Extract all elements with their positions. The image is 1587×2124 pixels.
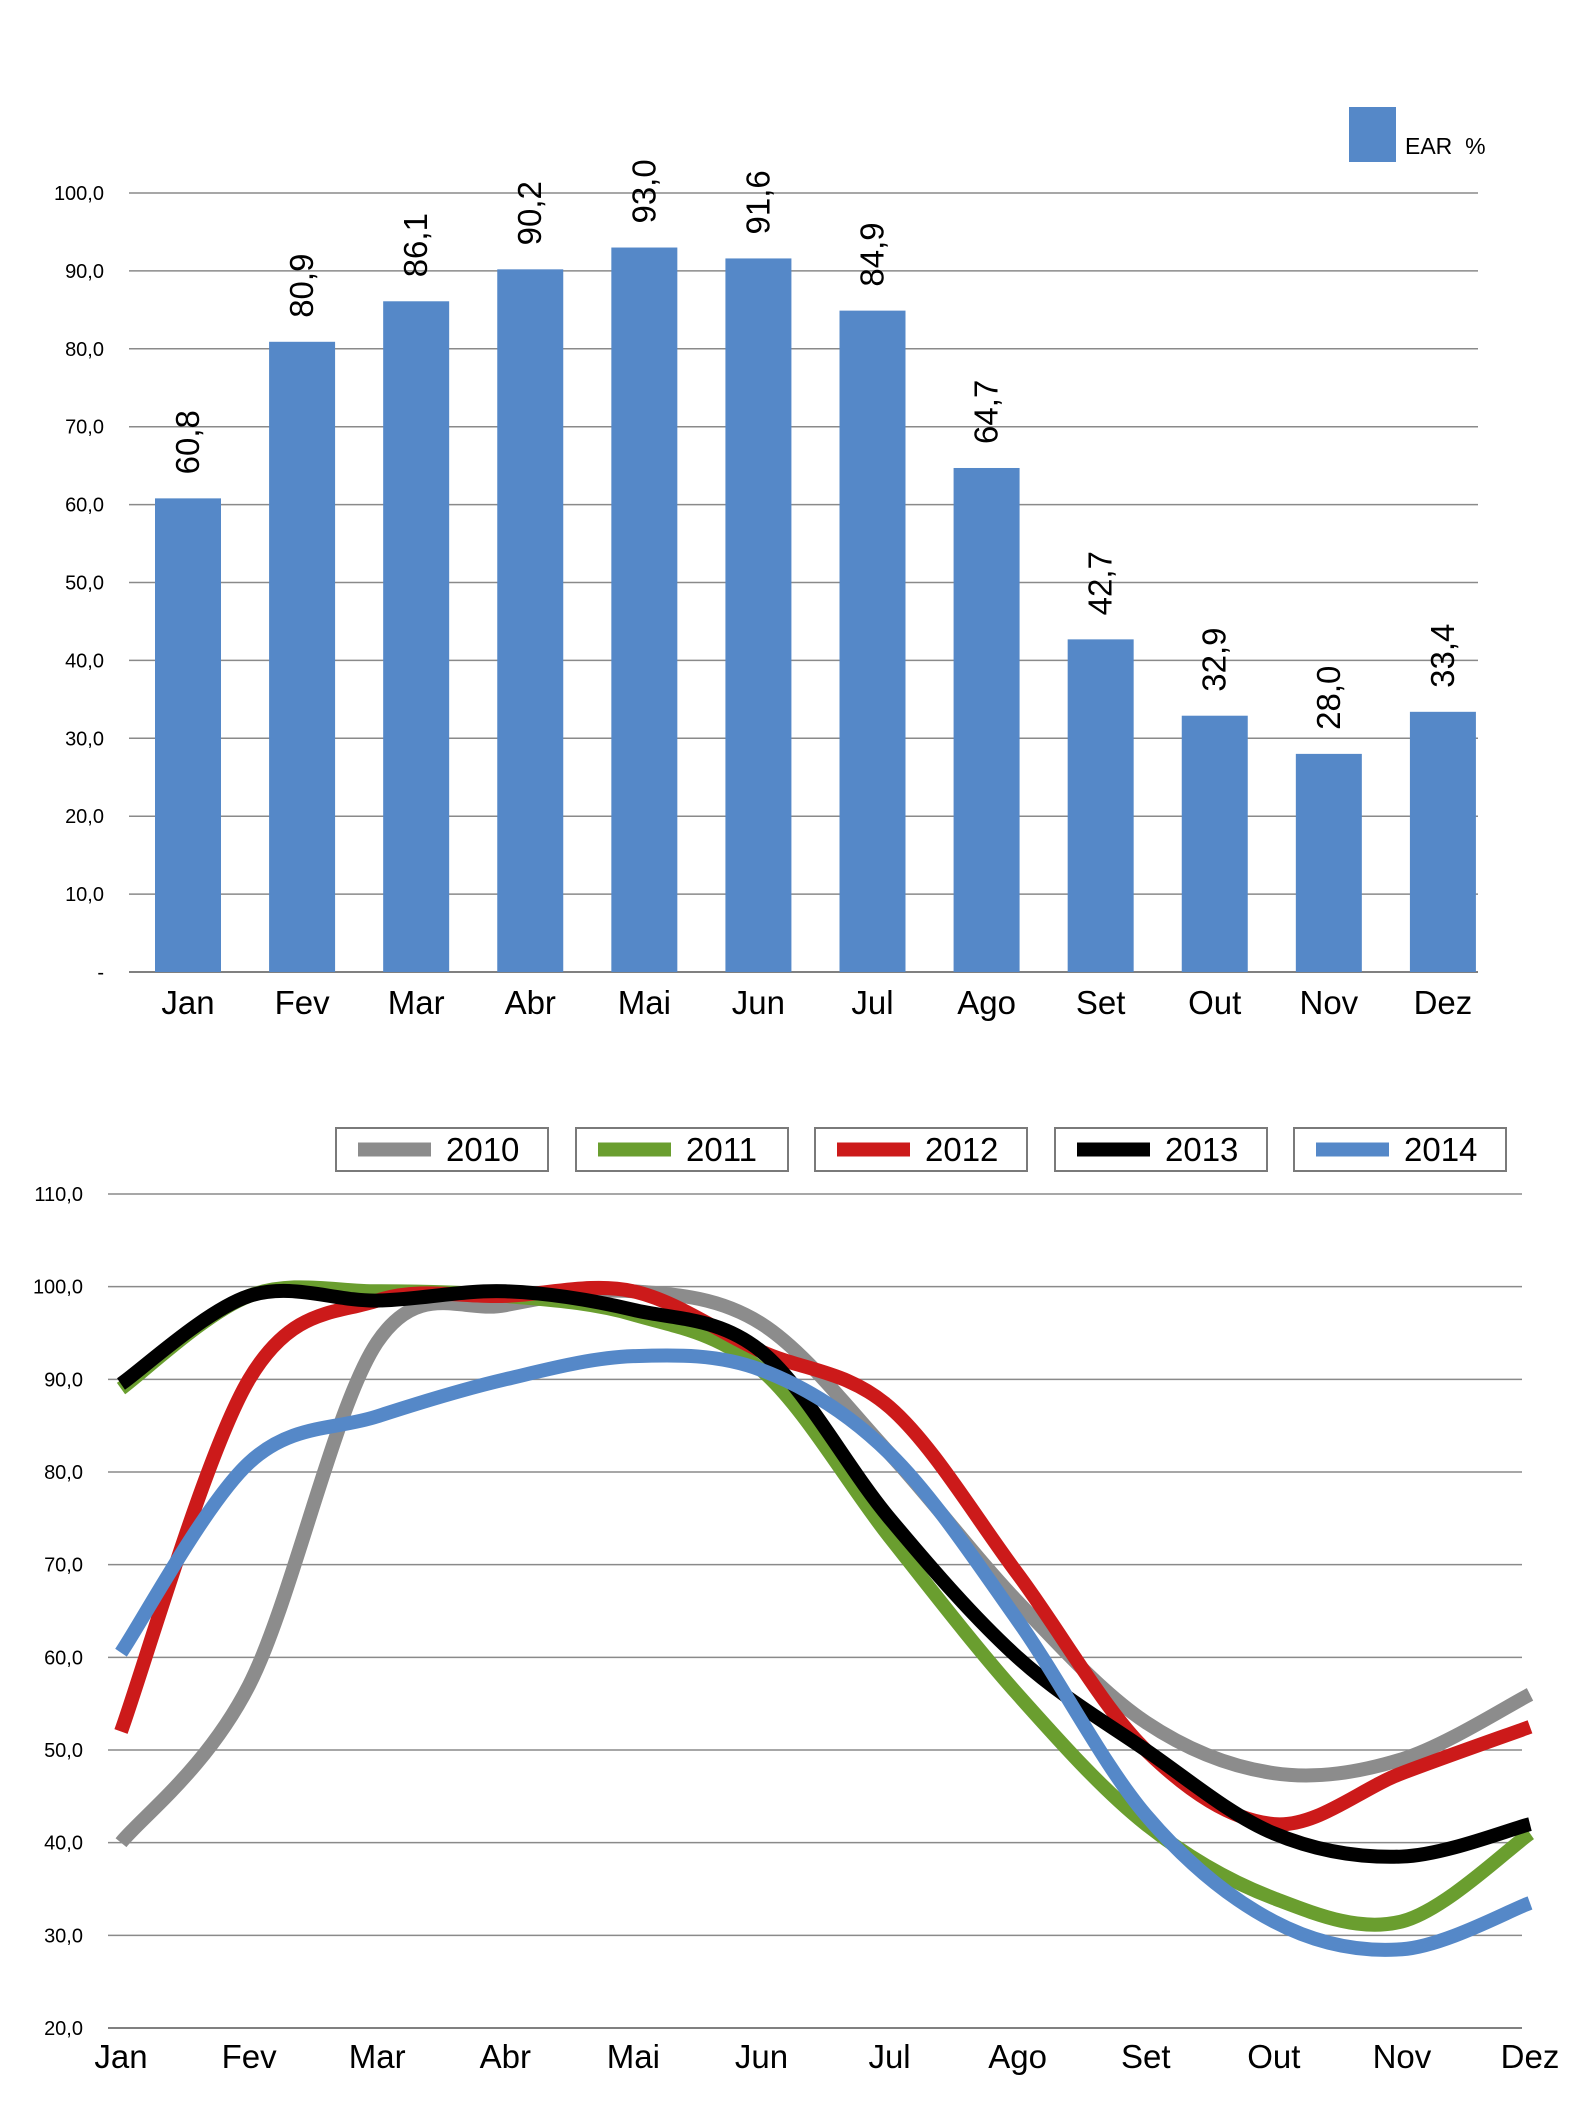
y-tick-label: 30,0 <box>44 1925 83 1947</box>
x-tick-label: Set <box>1076 984 1126 1021</box>
x-tick-label: Abr <box>505 984 556 1021</box>
y-tick-label: 60,0 <box>65 495 104 517</box>
x-tick-label: Jun <box>732 984 785 1021</box>
x-tick-label: Dez <box>1414 984 1473 1021</box>
data-label: 33,4 <box>1424 624 1461 688</box>
y-tick-label: 100,0 <box>33 1277 83 1299</box>
data-label: 28,0 <box>1310 666 1347 730</box>
x-tick-label: Mar <box>349 2038 406 2075</box>
bar-chart-x-ticks: Jan Fev Mar Abr Mai Jun Jul Ago Set Out Nov Dez <box>161 984 1472 1021</box>
x-tick-label: Nov <box>1373 2038 1432 2075</box>
y-tick-label: 40,0 <box>65 650 104 672</box>
series-line-2014 <box>115 1348 1533 1957</box>
x-tick-label: Mai <box>607 2038 660 2075</box>
line-chart-series <box>114 1280 1535 1957</box>
data-label: 32,9 <box>1196 627 1233 691</box>
y-tick-label: 10,0 <box>65 884 104 906</box>
legend-item-2011: 2011 <box>575 1127 789 1172</box>
x-tick-label: Ago <box>957 984 1016 1021</box>
legend-label-ear: EAR % <box>1405 133 1486 159</box>
bar <box>1181 715 1248 972</box>
bar-chart-data-labels: 60,8 80,9 86,1 90,2 93,0 91,6 84,9 64,7 42,7 32,9… <box>169 159 1461 730</box>
line-chart-legend: 2010 2011 2012 2013 2014 <box>335 1127 1507 1172</box>
y-tick-label: 70,0 <box>44 1555 83 1577</box>
bar <box>269 341 336 972</box>
x-tick-label: Set <box>1121 2038 1171 2075</box>
x-tick-label: Fev <box>275 984 331 1021</box>
x-tick-label: Out <box>1247 2038 1300 2075</box>
data-label: 91,6 <box>739 170 776 234</box>
y-tick-label: 30,0 <box>65 728 104 750</box>
x-tick-label: Nov <box>1299 984 1358 1021</box>
line-chart-x-ticks: Jan Fev Mar Abr Mai Jun Jul Ago Set Out Nov Dez <box>94 2038 1559 2075</box>
y-tick-label: 50,0 <box>65 573 104 595</box>
bar <box>611 247 678 972</box>
legend-item-2014: 2014 <box>1293 1127 1507 1172</box>
data-label: 86,1 <box>397 213 434 277</box>
x-tick-label: Mai <box>618 984 671 1021</box>
legend-item-2012: 2012 <box>814 1127 1028 1172</box>
data-label: 80,9 <box>283 254 320 318</box>
legend-label: 2012 <box>925 1131 998 1168</box>
legend-box <box>814 1127 1028 1172</box>
series-line-2010 <box>115 1283 1534 1848</box>
legend-label: 2010 <box>446 1131 519 1168</box>
x-tick-label: Dez <box>1501 2038 1560 2075</box>
y-tick-label: 110,0 <box>34 1184 83 1206</box>
data-label: 60,8 <box>169 410 206 474</box>
bar <box>839 310 906 972</box>
y-tick-label: 20,0 <box>44 2018 83 2040</box>
x-tick-label: Jan <box>161 984 214 1021</box>
bar-chart-legend: EAR % <box>1349 107 1486 162</box>
series-line-2012 <box>114 1280 1533 1832</box>
bar <box>1409 711 1476 972</box>
y-tick-label: 40,0 <box>44 1833 83 1855</box>
y-tick-label: 90,0 <box>44 1369 83 1391</box>
y-tick-label: - <box>97 962 104 984</box>
y-tick-label: 80,0 <box>65 339 104 361</box>
data-label: 84,9 <box>854 222 891 286</box>
data-label: 93,0 <box>625 159 662 223</box>
data-label: 42,7 <box>1082 551 1119 615</box>
data-label: 90,2 <box>511 181 548 245</box>
bar <box>725 258 792 972</box>
x-tick-label: Jan <box>94 2038 147 2075</box>
bar-chart-gridlines <box>129 192 1478 973</box>
legend-swatch-ear <box>1349 107 1396 162</box>
y-tick-label: 50,0 <box>44 1740 83 1762</box>
x-tick-label: Mar <box>388 984 445 1021</box>
bar <box>155 498 221 972</box>
x-tick-label: Jul <box>868 2038 910 2075</box>
bar <box>1295 753 1362 972</box>
line-chart-y-ticks: 20,0 30,0 40,0 50,0 60,0 70,0 80,0 90,0 100,0 110… <box>33 1184 83 2040</box>
y-tick-label: 80,0 <box>44 1462 83 1484</box>
series-line-2013 <box>116 1283 1532 1864</box>
x-tick-label: Ago <box>988 2038 1047 2075</box>
bar-chart: - 10,0 20,0 30,0 40,0 50,0 60,0 70,0 80,0 90,0 100… <box>54 107 1486 1021</box>
bar <box>497 269 564 972</box>
x-tick-label: Abr <box>480 2038 531 2075</box>
bar <box>1067 639 1134 972</box>
y-tick-label: 90,0 <box>65 261 104 283</box>
y-tick-label: 60,0 <box>44 1647 83 1669</box>
bar <box>383 301 450 972</box>
y-tick-label: 20,0 <box>65 806 104 828</box>
bar-chart-y-ticks: - 10,0 20,0 30,0 40,0 50,0 60,0 70,0 80,0 90,0 100… <box>54 183 104 984</box>
bar <box>953 467 1020 972</box>
legend-label: 2011 <box>686 1131 757 1168</box>
x-tick-label: Out <box>1188 984 1241 1021</box>
legend-label: 2013 <box>1165 1131 1238 1168</box>
x-tick-label: Fev <box>222 2038 278 2075</box>
bar-chart-bars <box>155 247 1476 972</box>
data-label: 64,7 <box>968 380 1005 444</box>
legend-item-2010: 2010 <box>335 1127 549 1172</box>
x-tick-label: Jul <box>851 984 893 1021</box>
x-tick-label: Jun <box>735 2038 788 2075</box>
legend-label: 2014 <box>1404 1131 1477 1168</box>
legend-item-2013: 2013 <box>1054 1127 1268 1172</box>
line-chart: 2010 2011 2012 2013 2014 20,0 30,0 40,0 50,0 60,… <box>33 1127 1559 2075</box>
series-line-2011 <box>116 1280 1535 1932</box>
y-tick-label: 70,0 <box>65 417 104 439</box>
y-tick-label: 100,0 <box>54 183 104 205</box>
